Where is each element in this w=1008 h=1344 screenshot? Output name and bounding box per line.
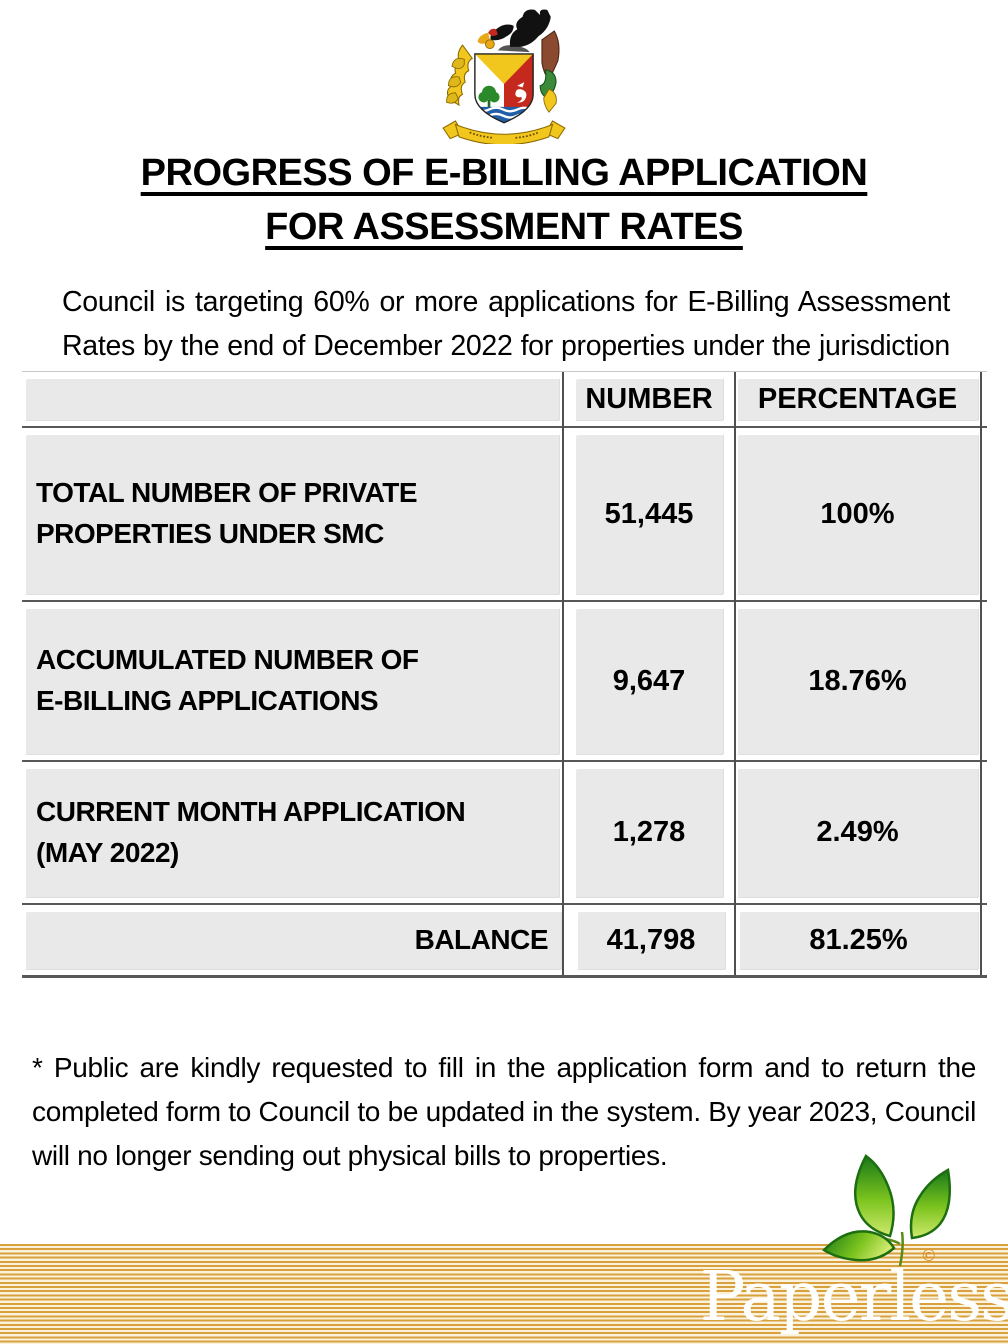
column-divider (734, 372, 736, 975)
row-label: ACCUMULATED NUMBER OF E-BILLING APPLICAT… (24, 607, 560, 755)
table-row: CURRENT MONTH APPLICATION (MAY 2022) 1,2… (22, 760, 987, 903)
footnote-paragraph: * Public are kindly requested to fill in… (32, 1052, 976, 1171)
ebilling-stats-table: NUMBER PERCENTAGE TOTAL NUMBER OF PRIVAT… (22, 371, 987, 978)
paperless-leaves-icon (814, 1148, 964, 1285)
council-crest-icon (442, 9, 566, 146)
table-row: ACCUMULATED NUMBER OF E-BILLING APPLICAT… (22, 600, 987, 760)
row-percentage: 2.49% (736, 767, 979, 898)
row-number: 51,445 (574, 433, 724, 595)
column-divider (562, 372, 564, 975)
balance-percentage: 81.25% (738, 910, 979, 970)
row-label: CURRENT MONTH APPLICATION (MAY 2022) (24, 767, 560, 898)
council-crest-logo (429, 8, 579, 149)
row-number: 1,278 (574, 767, 724, 898)
row-percentage: 18.76% (736, 607, 979, 755)
header-number: NUMBER (574, 377, 724, 421)
paperless-wordmark: Paperless (699, 1258, 1008, 1337)
header-empty-cell (24, 377, 560, 421)
balance-number: 41,798 (576, 910, 726, 970)
copyright-mark: © (922, 1246, 935, 1265)
footer-stripe-band (0, 1244, 1008, 1344)
row-label: TOTAL NUMBER OF PRIVATE PROPERTIES UNDER… (24, 433, 560, 595)
header-percentage: PERCENTAGE (736, 377, 979, 421)
title-line-2: FOR ASSESSMENT RATES (265, 206, 743, 248)
balance-label: BALANCE (24, 910, 562, 970)
title-line-1: PROGRESS OF E-BILLING APPLICATION (140, 152, 868, 194)
table-header-row: NUMBER PERCENTAGE (22, 372, 987, 426)
table-row: TOTAL NUMBER OF PRIVATE PROPERTIES UNDER… (22, 426, 987, 600)
row-percentage: 100% (736, 433, 979, 595)
table-right-border (980, 372, 982, 975)
table-row-balance: BALANCE 41,798 81.25% (22, 903, 987, 975)
row-number: 9,647 (574, 607, 724, 755)
page-title: PROGRESS OF E-BILLING APPLICATION FOR AS… (0, 150, 1008, 258)
